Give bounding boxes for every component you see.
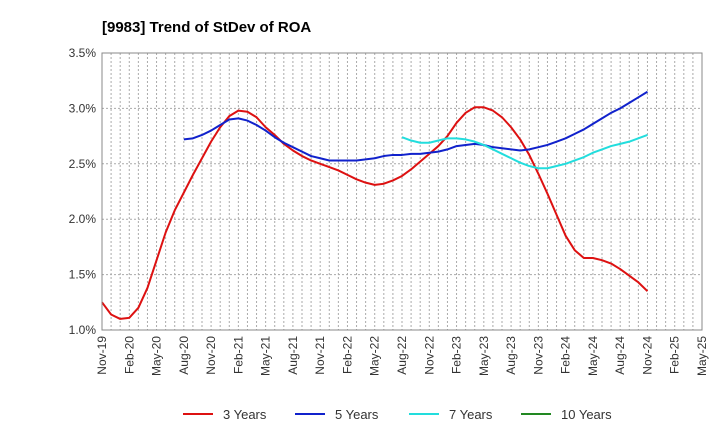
legend-label-7-years: 7 Years [449, 407, 493, 422]
y-tick-label: 2.0% [69, 212, 97, 226]
x-tick-label: Feb-25 [668, 336, 682, 374]
series-line-3-years [101, 106, 649, 320]
x-tick-label: Feb-20 [122, 336, 136, 374]
x-tick-label: May-20 [150, 336, 164, 376]
series-lines [101, 90, 649, 320]
y-tick-label: 3.0% [69, 101, 97, 115]
x-tick-label: Nov-22 [422, 336, 436, 375]
x-tick-label: Aug-22 [395, 336, 409, 375]
legend-label-3-years: 3 Years [223, 407, 267, 422]
x-tick-label: Nov-24 [640, 336, 654, 375]
x-tick-label: Feb-23 [450, 336, 464, 374]
x-tick-label: Feb-21 [231, 336, 245, 374]
chart-title: [9983] Trend of StDev of ROA [102, 19, 311, 36]
grid [102, 53, 702, 330]
x-tick-label: Nov-21 [313, 336, 327, 375]
x-tick-label: Nov-23 [531, 336, 545, 375]
legend-label-10-years: 10 Years [561, 407, 612, 422]
y-axis: 1.0% 1.5% 2.0% 2.5% 3.0% 3.5% [69, 46, 97, 337]
x-tick-label: Aug-20 [177, 336, 191, 375]
x-tick-label: Nov-20 [204, 336, 218, 375]
x-tick-label: Aug-21 [286, 336, 300, 375]
x-tick-label: May-24 [586, 336, 600, 376]
x-tick-label: Feb-22 [340, 336, 354, 374]
x-tick-label: Feb-24 [559, 336, 573, 374]
y-tick-label: 1.5% [69, 268, 97, 282]
x-tick-label: May-25 [695, 336, 709, 376]
series-line-7-years [401, 134, 648, 170]
plot-area [101, 52, 703, 331]
x-tick-label: May-21 [259, 336, 273, 376]
y-tick-label: 3.5% [69, 46, 97, 60]
y-tick-label: 1.0% [69, 323, 97, 337]
series-line-5-years [183, 90, 648, 162]
x-tick-label: May-22 [368, 336, 382, 376]
x-axis: Nov-19 Feb-20 May-20 Aug-20 Nov-20 Feb-21 May-… [95, 336, 709, 376]
x-tick-label: May-23 [477, 336, 491, 376]
x-tick-label: Aug-23 [504, 336, 518, 375]
legend-label-5-years: 5 Years [335, 407, 379, 422]
legend: 3 Years 5 Years 7 Years 10 Years [183, 407, 612, 422]
x-tick-label: Aug-24 [613, 336, 627, 375]
y-tick-label: 2.5% [69, 157, 97, 171]
x-tick-label: Nov-19 [95, 336, 109, 375]
